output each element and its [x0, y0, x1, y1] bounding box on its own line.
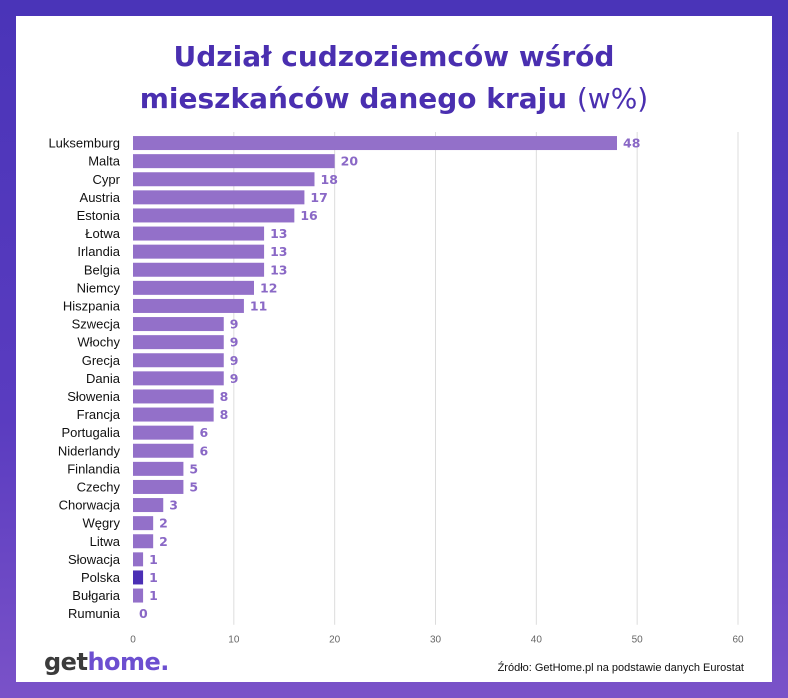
category-label: Luksemburg: [48, 136, 120, 151]
value-label: 6: [200, 425, 209, 440]
value-label: 9: [230, 371, 239, 386]
bar: [133, 190, 305, 205]
category-label: Hiszpania: [63, 298, 121, 313]
value-label: 11: [250, 298, 267, 313]
category-label: Węgry: [82, 516, 120, 531]
value-label: 20: [341, 154, 359, 169]
value-label: 0: [139, 606, 148, 621]
bar: [133, 154, 335, 169]
chart-title-line1: Udział cudzoziemców wśród: [173, 40, 615, 73]
logo-home: home: [87, 648, 161, 676]
value-label: 17: [310, 190, 327, 205]
value-label: 9: [230, 353, 239, 368]
category-label: Litwa: [90, 534, 121, 549]
bar: [133, 534, 154, 549]
category-label: Finlandia: [67, 461, 121, 476]
bar: [133, 280, 254, 295]
bar: [133, 443, 194, 458]
bar: [133, 226, 265, 241]
value-label: 18: [321, 172, 338, 187]
bar: [133, 479, 184, 494]
category-label: Grecja: [82, 353, 121, 368]
category-label: Irlandia: [77, 244, 120, 259]
bar: [133, 371, 224, 386]
x-tick-label: 0: [130, 635, 136, 646]
value-label: 6: [200, 443, 209, 458]
category-label: Portugalia: [61, 425, 120, 440]
chart-title-unit: (w%): [576, 82, 649, 115]
bar: [133, 588, 144, 603]
value-label: 9: [230, 317, 239, 332]
category-label: Bułgaria: [72, 588, 120, 603]
bar: [133, 461, 184, 476]
bar: [133, 425, 194, 440]
bar: [133, 407, 214, 422]
x-tick-label: 60: [732, 635, 744, 646]
category-label: Rumunia: [68, 606, 121, 621]
bar: [133, 498, 164, 513]
value-label: 5: [189, 479, 198, 494]
bar: [133, 172, 315, 187]
source-note: Źródło: GetHome.pl na podstawie danych E…: [497, 662, 744, 674]
category-label: Polska: [81, 570, 121, 585]
category-label: Francja: [77, 407, 121, 422]
logo-get: get: [44, 648, 88, 676]
bar: [133, 552, 144, 567]
bar: [133, 136, 617, 151]
category-label: Chorwacja: [59, 498, 121, 513]
category-label: Szwecja: [72, 317, 121, 332]
category-label: Czechy: [77, 479, 121, 494]
category-label: Łotwa: [85, 226, 120, 241]
bar: [133, 317, 224, 332]
x-tick-label: 20: [329, 635, 341, 646]
value-label: 8: [220, 389, 229, 404]
chart-title-main: mieszkańców danego kraju: [139, 82, 568, 115]
value-label: 48: [623, 136, 640, 151]
category-label: Cypr: [93, 172, 121, 187]
chart-title-line2: mieszkańców danego kraju (w%): [16, 78, 772, 120]
bar: [133, 516, 154, 531]
x-tick-label: 40: [531, 635, 543, 646]
value-label: 1: [149, 588, 158, 603]
value-label: 9: [230, 335, 239, 350]
category-label: Niderlandy: [58, 443, 121, 458]
value-label: 16: [300, 208, 318, 223]
bar: [133, 335, 224, 350]
bar: [133, 262, 265, 277]
value-label: 13: [270, 244, 287, 259]
value-label: 1: [149, 552, 158, 567]
value-label: 8: [220, 407, 229, 422]
category-label: Belgia: [84, 262, 121, 277]
value-label: 3: [169, 498, 178, 513]
category-label: Estonia: [77, 208, 121, 223]
bar: [133, 570, 144, 585]
value-label: 12: [260, 280, 277, 295]
bar: [133, 389, 214, 404]
category-label: Słowacja: [68, 552, 121, 567]
x-tick-label: 30: [430, 635, 442, 646]
value-label: 1: [149, 570, 158, 585]
chart-title: Udział cudzoziemców wśród mieszkańców da…: [16, 36, 772, 120]
value-label: 5: [189, 461, 198, 476]
category-label: Austria: [80, 190, 121, 205]
bar: [133, 298, 244, 313]
value-label: 2: [159, 534, 168, 549]
bar: [133, 208, 295, 223]
logo-dot: .: [160, 648, 169, 676]
bar: [133, 244, 265, 259]
value-label: 13: [270, 226, 287, 241]
category-label: Włochy: [77, 335, 120, 350]
category-label: Malta: [88, 154, 121, 169]
category-label: Słowenia: [67, 389, 121, 404]
bar: [133, 353, 224, 368]
value-label: 2: [159, 516, 168, 531]
x-tick-label: 10: [228, 635, 240, 646]
x-tick-label: 50: [632, 635, 644, 646]
category-label: Dania: [86, 371, 121, 386]
gethome-logo: gethome.: [44, 648, 169, 676]
value-label: 13: [270, 262, 287, 277]
chart-card: Udział cudzoziemców wśród mieszkańców da…: [16, 16, 772, 682]
category-label: Niemcy: [77, 280, 121, 295]
